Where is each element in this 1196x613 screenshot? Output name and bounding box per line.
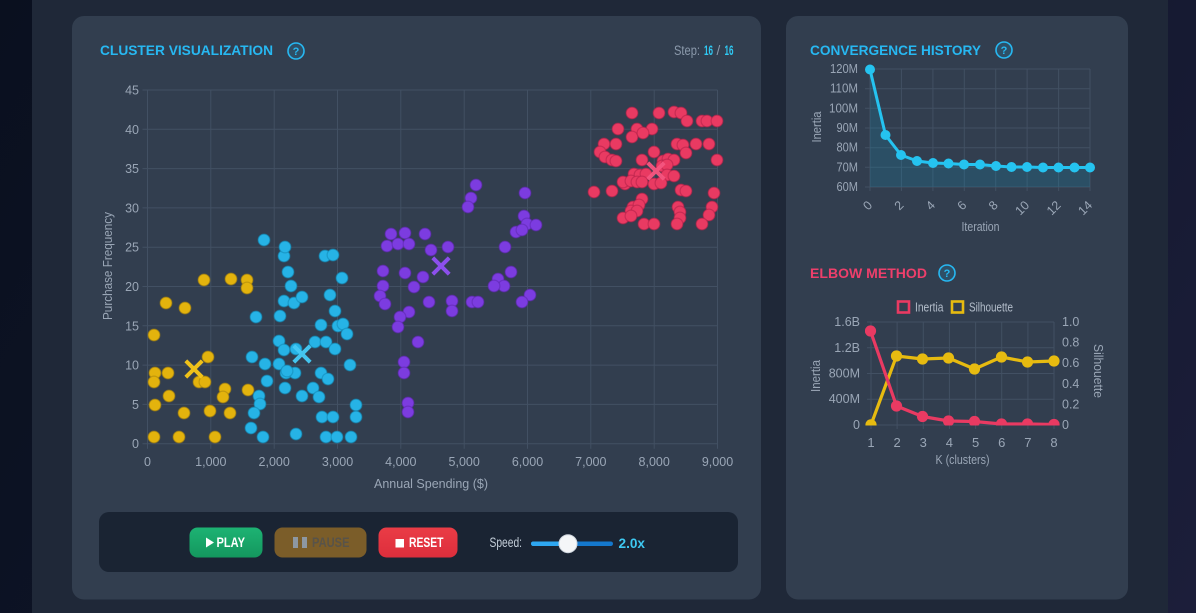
svg-text:2,000: 2,000 — [259, 455, 290, 469]
svg-text:4: 4 — [946, 435, 953, 450]
svg-text:400M: 400M — [829, 392, 860, 406]
svg-text:100M: 100M — [829, 101, 858, 115]
svg-text:0.4: 0.4 — [1062, 377, 1079, 391]
svg-text:0: 0 — [132, 437, 139, 451]
svg-text:5: 5 — [132, 398, 139, 412]
svg-text:0: 0 — [853, 418, 860, 432]
svg-text:15: 15 — [125, 319, 139, 333]
svg-text:Annual Spending ($): Annual Spending ($) — [374, 477, 488, 491]
svg-text:3: 3 — [920, 435, 927, 450]
svg-text:6,000: 6,000 — [512, 455, 543, 469]
svg-text:120M: 120M — [830, 62, 858, 76]
svg-text:45: 45 — [125, 84, 139, 98]
svg-text:K (clusters): K (clusters) — [936, 453, 990, 467]
svg-text:4,000: 4,000 — [385, 455, 416, 469]
svg-text:80M: 80M — [837, 141, 859, 155]
svg-text:Inertia: Inertia — [810, 111, 824, 142]
svg-text:7,000: 7,000 — [575, 455, 606, 469]
svg-text:8,000: 8,000 — [639, 455, 670, 469]
svg-text:60M: 60M — [837, 180, 859, 194]
svg-text:30: 30 — [125, 201, 139, 215]
svg-text:16: 16 — [725, 43, 734, 58]
svg-text:?: ? — [293, 46, 300, 58]
svg-text:35: 35 — [125, 162, 139, 176]
svg-text:Silhouette: Silhouette — [969, 301, 1013, 315]
svg-text:16: 16 — [704, 43, 713, 58]
svg-text:0: 0 — [144, 455, 151, 469]
svg-text:110M: 110M — [830, 82, 858, 96]
svg-text:Silhouette: Silhouette — [1091, 344, 1105, 398]
svg-text:PLAY: PLAY — [217, 535, 246, 550]
svg-text:1: 1 — [867, 435, 874, 450]
svg-text:10: 10 — [125, 359, 139, 373]
svg-text:Step:: Step: — [674, 43, 700, 58]
svg-text:70M: 70M — [837, 160, 859, 174]
svg-text:8: 8 — [1050, 435, 1057, 450]
svg-text:?: ? — [944, 268, 951, 280]
svg-text:9,000: 9,000 — [702, 455, 733, 469]
svg-text:/: / — [717, 43, 721, 58]
svg-text:0.6: 0.6 — [1062, 356, 1079, 370]
svg-text:5,000: 5,000 — [449, 455, 480, 469]
svg-text:90M: 90M — [837, 121, 859, 135]
svg-text:PAUSE: PAUSE — [312, 535, 350, 550]
svg-text:1.6B: 1.6B — [834, 315, 860, 329]
svg-text:?: ? — [1001, 45, 1008, 57]
svg-text:Speed:: Speed: — [490, 535, 523, 550]
svg-text:1.0: 1.0 — [1062, 315, 1079, 329]
svg-text:25: 25 — [125, 241, 139, 255]
svg-text:0.8: 0.8 — [1062, 336, 1079, 350]
svg-text:20: 20 — [125, 280, 139, 294]
svg-text:RESET: RESET — [409, 535, 444, 550]
svg-text:6: 6 — [998, 435, 1005, 450]
svg-text:CLUSTER VISUALIZATION: CLUSTER VISUALIZATION — [100, 42, 273, 58]
svg-text:800M: 800M — [829, 367, 860, 381]
svg-text:3,000: 3,000 — [322, 455, 353, 469]
svg-text:CONVERGENCE HISTORY: CONVERGENCE HISTORY — [810, 42, 982, 58]
svg-text:0.2: 0.2 — [1062, 397, 1079, 411]
svg-text:ELBOW METHOD: ELBOW METHOD — [810, 265, 927, 281]
svg-text:1.2B: 1.2B — [834, 341, 860, 355]
svg-text:Inertia: Inertia — [915, 301, 944, 315]
svg-text:2: 2 — [893, 435, 900, 450]
svg-text:40: 40 — [125, 123, 139, 137]
svg-text:Inertia: Inertia — [809, 360, 823, 392]
svg-text:5: 5 — [972, 435, 979, 450]
svg-text:Purchase Frequency: Purchase Frequency — [101, 211, 115, 320]
svg-text:7: 7 — [1024, 435, 1031, 450]
svg-text:0: 0 — [1062, 418, 1069, 432]
svg-text:1,000: 1,000 — [195, 455, 226, 469]
svg-text:Iteration: Iteration — [962, 220, 1000, 234]
svg-text:2.0x: 2.0x — [619, 535, 646, 551]
